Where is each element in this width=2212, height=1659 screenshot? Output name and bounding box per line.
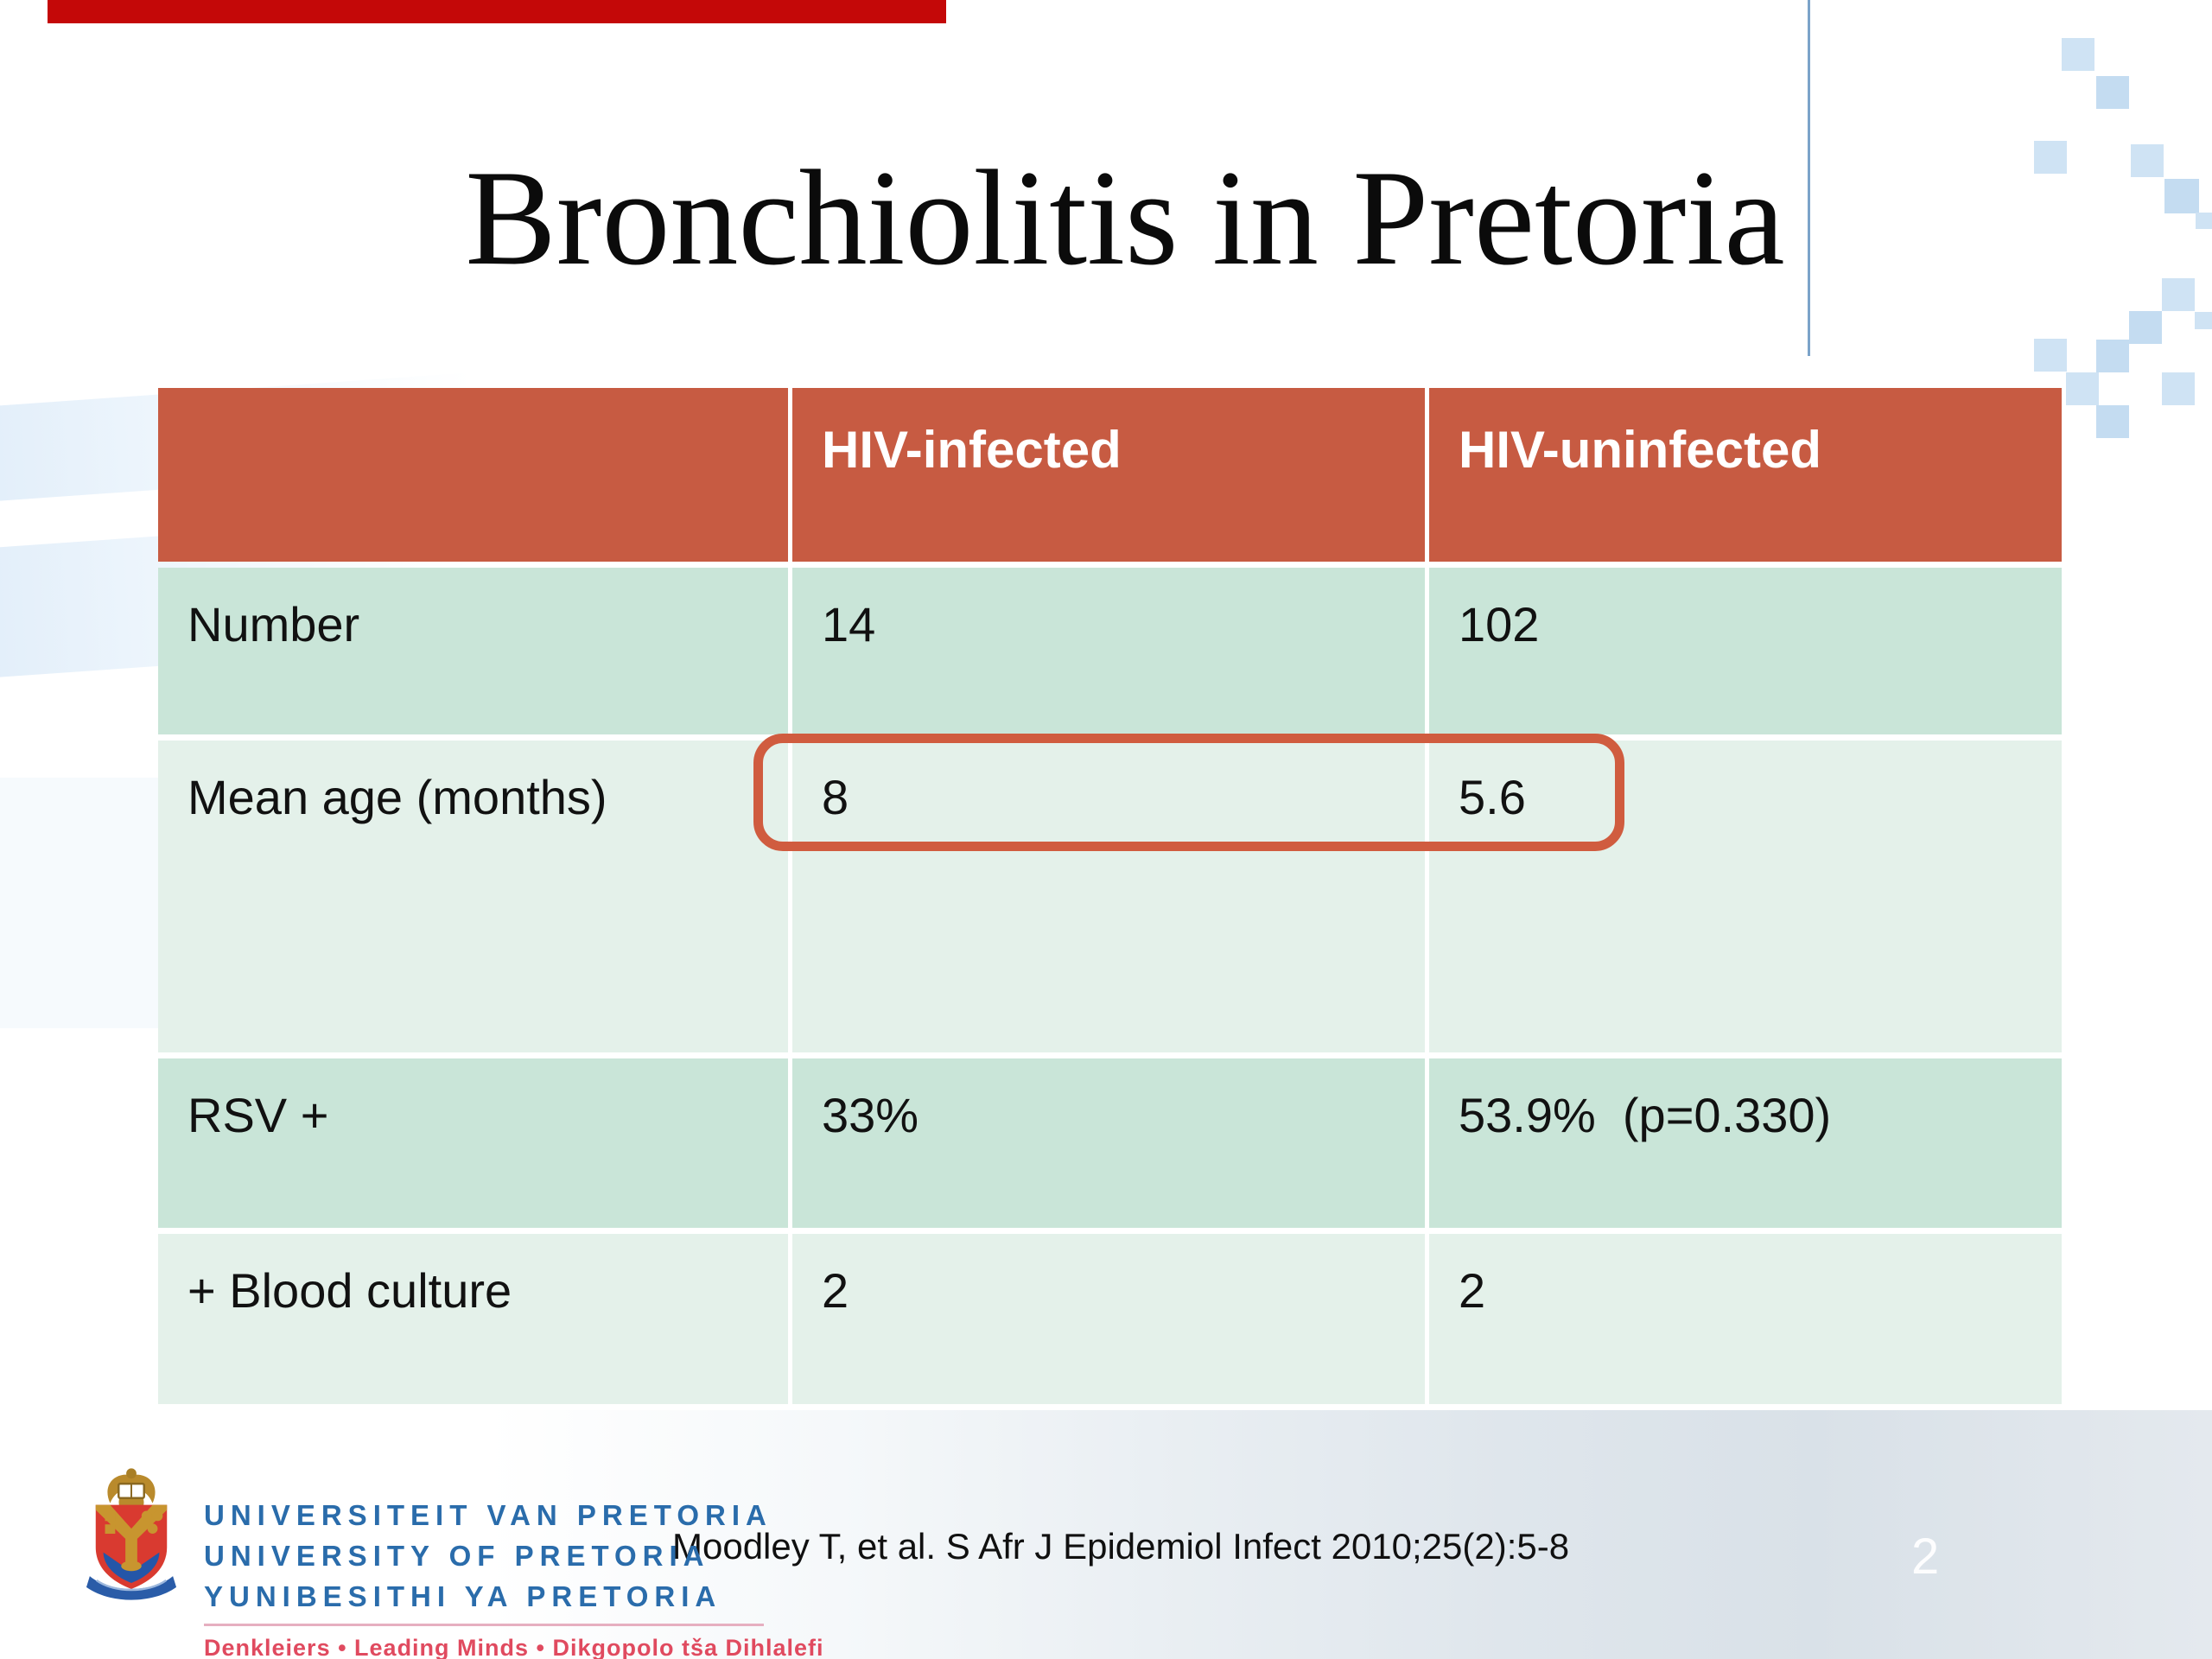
logo-tagline: Denkleiers • Leading Minds • Dikgopolo t… xyxy=(204,1635,824,1659)
row-label: Mean age (months) xyxy=(158,741,788,1052)
highlight-annotation xyxy=(753,734,1624,851)
table-cell: 5.6 xyxy=(1429,741,2062,1052)
decorative-square xyxy=(2131,144,2164,177)
decorative-square xyxy=(2162,372,2195,405)
decorative-square xyxy=(2034,141,2067,174)
column-header-hiv-uninfected: HIV-uninfected xyxy=(1429,388,2062,562)
table-cell: 2 xyxy=(792,1234,1425,1404)
row-label: + Blood culture xyxy=(158,1234,788,1404)
decorative-square xyxy=(2096,76,2129,109)
column-header-empty xyxy=(158,388,788,562)
column-header-hiv-infected: HIV-infected xyxy=(792,388,1425,562)
data-table: HIV-infected HIV-uninfected Number 14 10… xyxy=(158,388,2062,1404)
page-number: 2 xyxy=(1911,1529,1940,1585)
decorative-square xyxy=(2096,340,2129,372)
logo-line-afrikaans: UNIVERSITEIT VAN PRETORIA xyxy=(204,1499,772,1531)
row-label: RSV + xyxy=(158,1058,788,1228)
accent-vertical-line xyxy=(1808,0,1810,356)
slide-title: Bronchiolitis in Pretoria xyxy=(465,143,1785,294)
decorative-square xyxy=(2129,311,2162,344)
table-cell: 8 xyxy=(792,741,1425,1052)
table-cell: 14 xyxy=(792,568,1425,734)
decorative-square xyxy=(2066,372,2099,405)
decorative-square xyxy=(2164,179,2199,213)
row-label: Number xyxy=(158,568,788,734)
background-photo xyxy=(0,1410,2212,1659)
background-wave-band xyxy=(0,778,164,1028)
logo-line-sepedi: YUNIBESITHI YA PRETORIA xyxy=(204,1580,722,1612)
table-cell: 33% xyxy=(792,1058,1425,1228)
logo-divider xyxy=(204,1624,764,1626)
university-of-pretoria-logo: UNIVERSITEIT VAN PRETORIA UNIVERSITY OF … xyxy=(85,1467,824,1659)
decorative-square xyxy=(2195,312,2212,329)
university-logo-text: UNIVERSITEIT VAN PRETORIA UNIVERSITY OF … xyxy=(204,1467,824,1659)
table-cell: 2 xyxy=(1429,1234,2062,1404)
decorative-square xyxy=(2034,339,2067,372)
decorative-square xyxy=(2062,38,2094,71)
decorative-square xyxy=(2096,405,2129,438)
table-cell: 53.9% (p=0.330) xyxy=(1429,1058,2062,1228)
table-cell: 102 xyxy=(1429,568,2062,734)
citation-text: Moodley T, et al. S Afr J Epidemiol Infe… xyxy=(672,1526,1570,1567)
university-crest-icon xyxy=(86,1468,177,1600)
decorative-square xyxy=(2162,278,2195,311)
decorative-square xyxy=(2196,213,2212,229)
logo-line-english: UNIVERSITY OF PRETORIA xyxy=(204,1540,710,1572)
video-progress-bar xyxy=(48,0,946,23)
